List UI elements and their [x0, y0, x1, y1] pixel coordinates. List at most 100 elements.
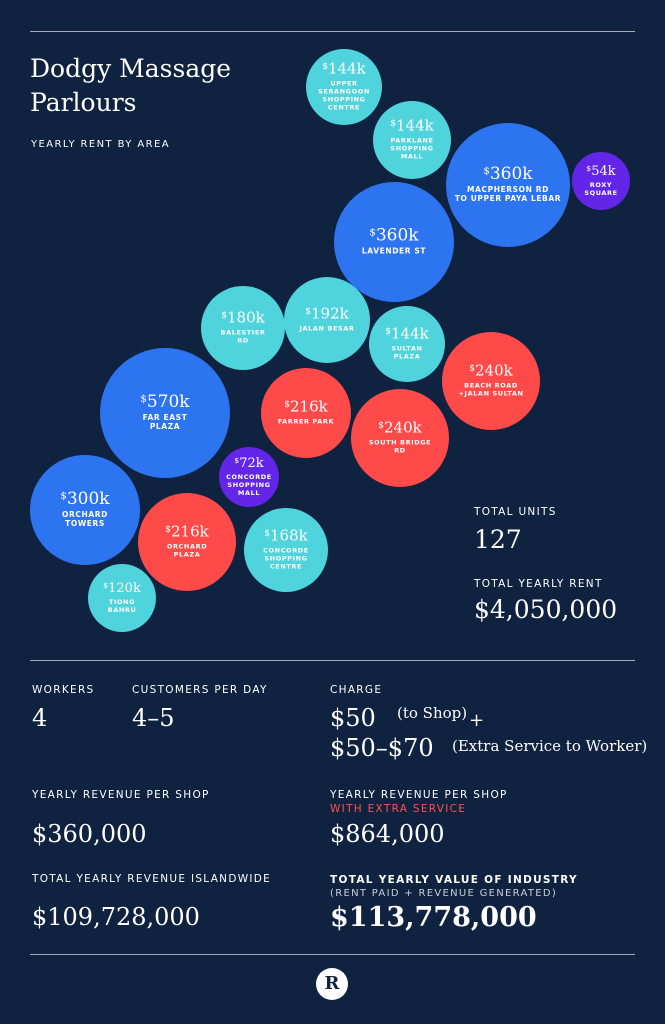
bubble-label: +JALAN SULTAN [459, 390, 524, 398]
bubble-label: BALESTIER [221, 329, 266, 337]
bubble-label: CENTRE [270, 563, 302, 571]
bubble-label: MACPHERSON RD [467, 185, 549, 194]
bubble-label: ROXY [590, 181, 612, 189]
bubble-circle [100, 348, 230, 478]
bubble-label: SHOPPING [227, 481, 270, 489]
title-line-1: Dodgy Massage [30, 54, 232, 83]
bubble-value: $144k [385, 325, 429, 343]
bubble-label: RD [394, 447, 406, 455]
charge-shop-value: $50 [330, 704, 376, 732]
bubble-label: FARRER PARK [278, 418, 335, 426]
bubble-label: MALL [238, 489, 260, 497]
bubble-circle [284, 277, 370, 363]
bubble-circle [351, 389, 449, 487]
revenue-extra-label: YEARLY REVENUE PER SHOP [330, 789, 508, 801]
bubble-value: $240k [378, 419, 422, 437]
charge-extra-note: (Extra Service to Worker) [452, 737, 648, 755]
bubble-circle [219, 447, 279, 507]
bubble-circle [572, 152, 630, 210]
bubble-label: CENTRE [328, 104, 360, 112]
bubble-label: JALAN BESAR [298, 325, 354, 333]
bubble-value: $240k [469, 362, 513, 380]
bubble-label: BAHRU [108, 606, 137, 614]
bubble-10: $216k FARRER PARK [261, 368, 351, 458]
bubble-circle [261, 368, 351, 458]
customers-label: CUSTOMERS PER DAY [132, 684, 268, 696]
bubble-label: SHOPPING [264, 555, 307, 563]
bubble-circle [334, 182, 454, 302]
bubble-label: BEACH ROAD [464, 382, 518, 390]
total-units-value: 127 [474, 525, 522, 554]
bubble-label: SHOPPING [322, 96, 365, 104]
bubble-circle [201, 286, 285, 370]
bubble-label: ORCHARD [167, 543, 207, 551]
bubble-label: SHOPPING [390, 145, 433, 153]
bubble-value: $72k [234, 456, 264, 471]
charge-label: CHARGE [330, 684, 383, 696]
revenue-extra-sublabel: WITH EXTRA SERVICE [330, 803, 467, 815]
charge-shop-note: (to Shop) [397, 704, 468, 722]
workers-label: WORKERS [32, 684, 95, 696]
bubble-label: FAR EAST [143, 413, 188, 422]
bubble-label: PLAZA [394, 353, 421, 361]
bubble-circle [138, 493, 236, 591]
bubble-label: ORCHARD [62, 510, 108, 519]
bubble-label: PARKLANE [390, 137, 433, 145]
bubble-label: MALL [401, 153, 423, 161]
revenue-per-shop-label: YEARLY REVENUE PER SHOP [32, 789, 210, 801]
industry-value: $113,778,000 [330, 902, 537, 933]
bubble-circle [442, 332, 540, 430]
total-rent-label: TOTAL YEARLY RENT [474, 578, 603, 590]
bubble-value: $360k [483, 164, 533, 184]
bubble-value: $300k [60, 489, 110, 509]
bubble-label: TIONG [109, 598, 135, 606]
bubble-label: UPPER [330, 80, 357, 88]
bubble-label: CONCORDE [226, 473, 272, 481]
bubble-label: SOUTH BRIDGE [369, 439, 431, 447]
bubble-label: TOWERS [65, 519, 105, 528]
bubble-circle [446, 123, 570, 247]
page-title: Dodgy Massage Parlours [30, 52, 260, 120]
bubble-value: $180k [221, 309, 265, 327]
revenue-islandwide-value: $109,728,000 [32, 903, 200, 931]
bubble-label: PLAZA [150, 422, 180, 431]
brand-logo: R [316, 968, 348, 1000]
bubble-label: PLAZA [174, 551, 201, 559]
charge-extra-value: $50–$70 [330, 734, 434, 762]
bubble-label: SULTAN [391, 345, 422, 353]
bubble-value: $144k [322, 60, 366, 78]
bubble-circle [244, 508, 328, 592]
bubble-label: CONCORDE [263, 547, 309, 555]
bubble-label: SERANGOON [318, 88, 370, 96]
bubble-circle [369, 306, 445, 382]
bubble-circle [306, 49, 382, 125]
revenue-islandwide-label: TOTAL YEARLY REVENUE ISLANDWIDE [32, 873, 272, 885]
bubble-value: $120k [103, 581, 141, 596]
total-units-label: TOTAL UNITS [474, 506, 557, 518]
bubble-value: $216k [165, 523, 209, 541]
bubble-value: $570k [140, 392, 190, 412]
revenue-extra-value: $864,000 [330, 820, 445, 848]
chart-subtitle: YEARLY RENT BY AREA [31, 139, 170, 150]
customers-value: 4–5 [132, 704, 175, 732]
bubble-circle [373, 101, 451, 179]
bubble-value: $192k [305, 305, 349, 323]
charge-plus: + [469, 710, 485, 731]
title-line-2: Parlours [30, 88, 137, 117]
industry-value-sublabel: (RENT PAID + REVENUE GENERATED) [330, 888, 558, 899]
workers-value: 4 [32, 704, 48, 732]
bubble-circle [88, 564, 156, 632]
middle-rule [30, 660, 635, 661]
industry-value-label: TOTAL YEARLY VALUE OF INDUSTRY [330, 874, 578, 886]
bubble-label: LAVENDER ST [362, 247, 426, 256]
